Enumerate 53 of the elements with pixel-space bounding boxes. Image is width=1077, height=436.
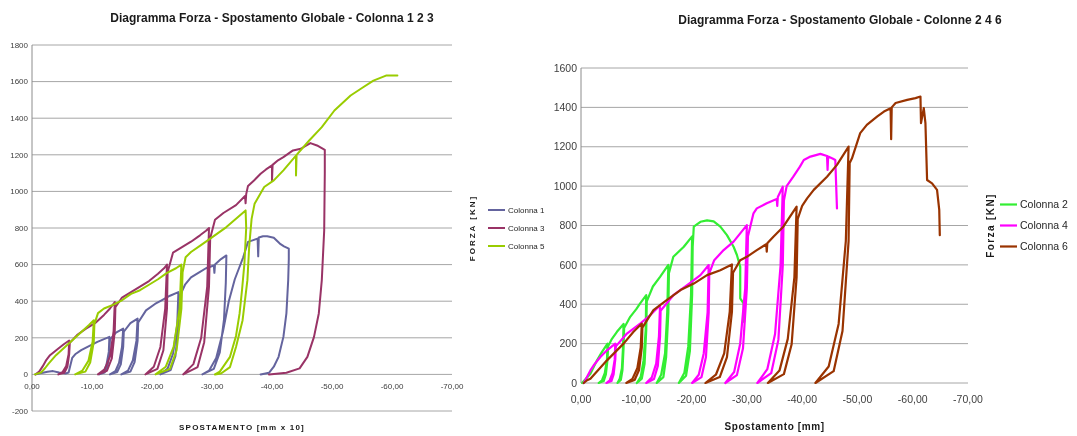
y-tick-label: 400 (559, 297, 578, 310)
y-tick-label: 1600 (553, 61, 578, 74)
y-tick-label: 200 (14, 333, 29, 343)
chart-title: Diagramma Forza - Spostamento Globale - Colonne 2 4 6 (678, 13, 1003, 27)
y-tick-label: 1400 (553, 101, 578, 114)
y-tick-label: 1400 (10, 114, 29, 123)
legend-label: Colonna 4 (1020, 219, 1069, 232)
legend-label: Colonna 2 (1020, 198, 1069, 211)
legend-label: Colonna 6 (1020, 240, 1069, 253)
y-tick-label: 1200 (553, 140, 578, 153)
y-tick-label: 1000 (553, 179, 578, 192)
x-tick-label: -20,00 (140, 382, 164, 392)
y-tick-label: 800 (559, 219, 578, 232)
x-axis-title: SPOSTAMENTO [mm x 10] (179, 423, 305, 432)
x-axis-title: Spostamento [mm] (724, 421, 825, 432)
y-tick-label: 0 (23, 370, 29, 380)
y-tick-label: 1200 (10, 150, 29, 160)
y-axis-title: Forza [KN] (984, 193, 996, 258)
y-tick-label: 800 (14, 223, 29, 233)
y-tick-label: 1800 (10, 40, 29, 50)
x-tick-label: -60,00 (897, 393, 928, 405)
y-tick-label: 600 (14, 260, 29, 270)
line-series (581, 219, 746, 385)
line-series (34, 74, 399, 376)
y-tick-label: 0 (571, 376, 578, 389)
x-tick-label: -70,00 (440, 382, 464, 392)
x-tick-label: 0,00 (24, 382, 41, 392)
x-tick-label: -40,00 (260, 382, 284, 392)
x-tick-label: -10,00 (80, 382, 104, 392)
x-tick-label: -20,00 (676, 393, 707, 405)
x-tick-label: -60,00 (380, 382, 404, 392)
y-tick-label: 200 (559, 337, 578, 350)
x-tick-label: -50,00 (842, 393, 873, 405)
x-tick-label: -10,00 (621, 393, 652, 405)
line-series (34, 142, 326, 376)
y-tick-label: 1600 (10, 77, 29, 87)
x-tick-label: -30,00 (200, 382, 224, 392)
x-tick-label: -50,00 (320, 382, 344, 392)
line-series (582, 152, 839, 385)
x-tick-label: 0,00 (570, 393, 592, 405)
y-tick-label: 600 (559, 258, 578, 271)
chart-title: Diagramma Forza - Spostamento Globale - Colonna 1 2 3 (110, 11, 435, 25)
line-series (582, 95, 941, 385)
y-tick-label: 1000 (10, 187, 29, 197)
x-tick-label: -30,00 (731, 393, 762, 405)
legend-label: Colonna 3 (508, 223, 546, 233)
y-tick-label: 400 (14, 297, 29, 306)
x-tick-label: -40,00 (787, 393, 818, 405)
y-tick-label: -200 (11, 406, 29, 416)
legend-label: Colonna 1 (508, 205, 546, 215)
x-tick-label: -70,00 (953, 393, 984, 405)
y-axis-title: FORZA [KN] (467, 194, 477, 262)
legend-label: Colonna 5 (508, 241, 546, 251)
